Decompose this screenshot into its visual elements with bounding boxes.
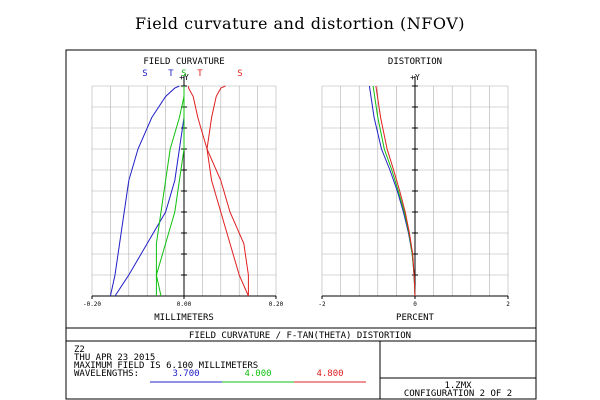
- dist-x-tick-label: -2: [318, 301, 326, 308]
- dist-y-label: +Y: [410, 73, 420, 82]
- footer-line-max-field: MAXIMUM FIELD IS 6.100 MILLIMETERS: [74, 361, 258, 371]
- dist-x-tick-label: 0: [413, 301, 417, 308]
- dist-x-label: PERCENT: [396, 313, 435, 323]
- fc-y-label: +Y: [179, 73, 189, 82]
- fc-series-t-w3: [188, 86, 249, 296]
- dist-title: DISTORTION: [388, 57, 442, 67]
- footer-wavelength-label: WAVELENGTHS:: [74, 369, 139, 379]
- fc-title: FIELD CURVATURE: [143, 57, 224, 67]
- page-title: Field curvature and distortion (NFOV): [134, 14, 466, 33]
- wavelength-3: 4.800: [316, 369, 343, 379]
- fc-series-s-w1: [109, 85, 180, 297]
- footer-header: FIELD CURVATURE / F-TAN(THETA) DISTORTIO…: [189, 331, 411, 341]
- fc-x-tick-label: 0.20: [269, 301, 284, 308]
- fc-legend-s: S: [142, 69, 147, 79]
- fc-series-s-w3: [206, 85, 249, 297]
- footer-line-date: THU APR 23 2015: [74, 353, 155, 363]
- fc-legend-s: S: [237, 69, 242, 79]
- fc-x-label: MILLIMETERS: [154, 313, 214, 323]
- fc-x-tick-label: -0.20: [83, 301, 101, 308]
- footer-line-surface: Z2: [74, 345, 85, 355]
- figure-frame: [65, 49, 537, 400]
- wavelength-2: 4.000: [244, 369, 271, 379]
- wavelength-1: 3.700: [172, 369, 199, 379]
- fc-legend-s: S: [181, 69, 186, 79]
- fc-legend-t: T: [168, 69, 174, 79]
- fc-x-tick-label: 0.00: [177, 301, 192, 308]
- footer-filename: 1.ZMX: [444, 381, 472, 391]
- footer-configuration: CONFIGURATION 2 OF 2: [404, 389, 512, 399]
- fc-series-t-w2: [155, 86, 185, 296]
- fc-legend-t: T: [197, 69, 203, 79]
- dist-x-tick-label: 2: [506, 301, 510, 308]
- dist-series-w3: [375, 85, 416, 297]
